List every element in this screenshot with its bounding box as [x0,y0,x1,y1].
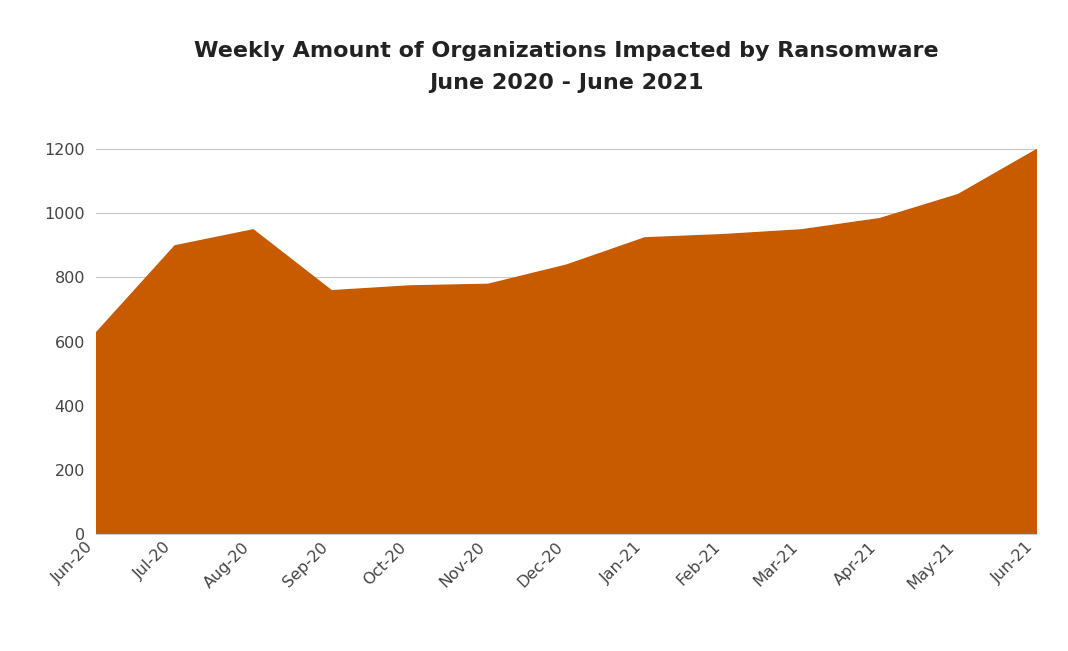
Title: Weekly Amount of Organizations Impacted by Ransomware
June 2020 - June 2021: Weekly Amount of Organizations Impacted … [193,40,939,93]
